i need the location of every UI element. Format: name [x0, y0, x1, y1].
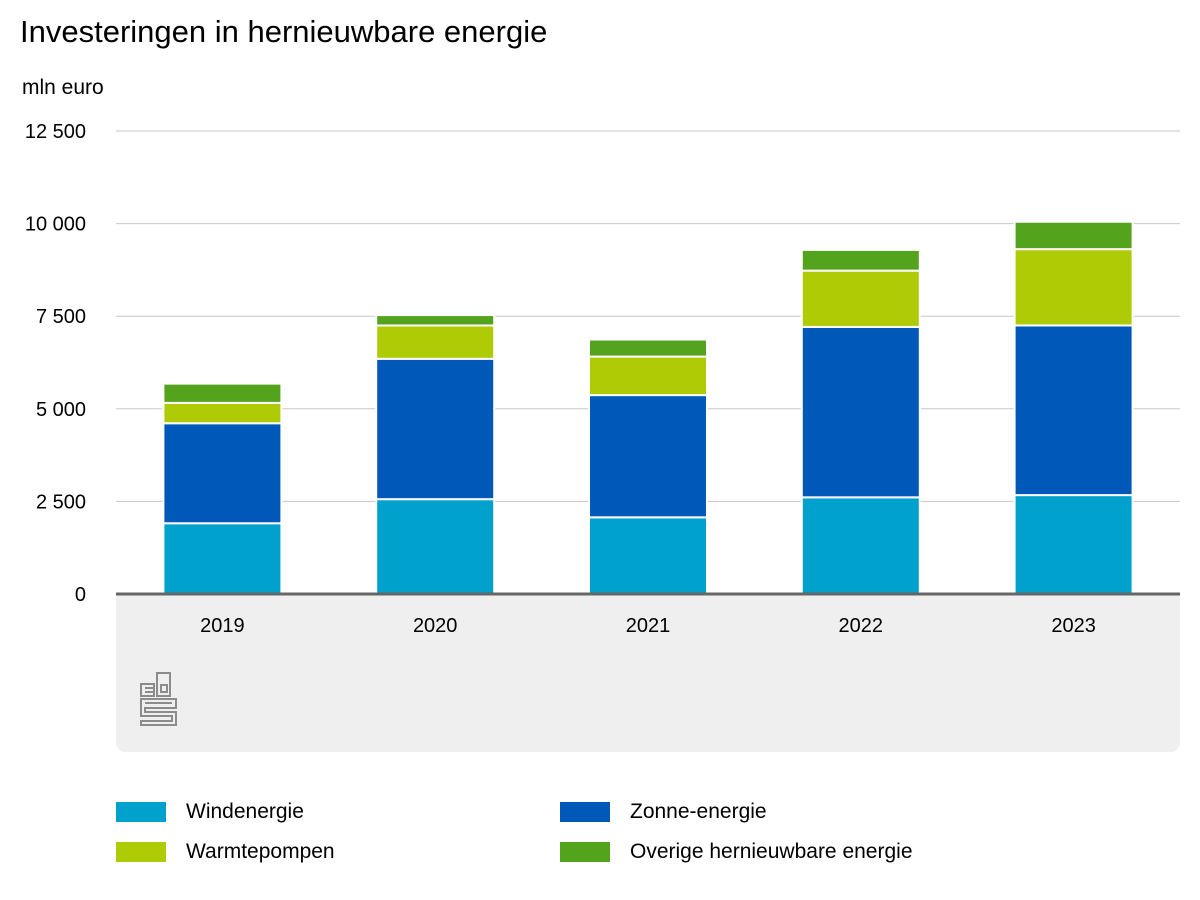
x-tick-labels: 2019 2020 2021 2022 2023 [200, 615, 1096, 637]
legend-label-windenergie: Windenergie [186, 800, 304, 823]
bar-segment-2021-s1 [588, 394, 708, 519]
stacked-bar-chart: 0 2 500 5 000 7 500 10 000 12 500 2019 2020 202… [25, 121, 1180, 752]
x-tick-label: 2022 [839, 615, 884, 637]
bar-segment-2019-s3 [162, 382, 283, 404]
legend: Windenergie Zonne-energie Warmtepompen O… [0, 800, 1200, 880]
bar-segment-2021-s3 [588, 338, 708, 358]
bar-segment-2022-s2 [800, 269, 921, 328]
legend-item-zonne-energie: Zonne-energie [560, 800, 767, 824]
y-axis-label: mln euro [22, 76, 104, 99]
bar-segment-2019-s1 [162, 422, 283, 525]
legend-swatch-overige [560, 842, 610, 862]
y-tick-label: 5 000 [36, 399, 86, 421]
x-axis-panel [116, 594, 1180, 752]
y-tick-label: 12 500 [25, 121, 86, 143]
bar-segment-2021-s0 [588, 516, 708, 596]
legend-label-overige: Overige hernieuwbare energie [630, 840, 913, 863]
y-tick-labels: 0 2 500 5 000 7 500 10 000 12 500 [25, 121, 86, 606]
y-tick-label: 0 [75, 584, 86, 606]
y-tick-label: 10 000 [25, 214, 86, 236]
x-axis-panel-top-fill [116, 594, 1180, 614]
bar-segment-2020-s1 [375, 357, 496, 501]
chart-title: Investeringen in hernieuwbare energie [20, 14, 548, 49]
bar-segment-2020-s0 [375, 498, 496, 596]
legend-label-warmtepompen: Warmtepompen [186, 840, 335, 863]
x-tick-label: 2019 [200, 615, 245, 637]
legend-swatch-warmtepompen [116, 842, 166, 862]
bar-segment-2021-s2 [588, 355, 708, 397]
legend-item-overige: Overige hernieuwbare energie [560, 840, 913, 864]
bar-segment-2020-s3 [375, 314, 496, 327]
bar-segment-2020-s2 [375, 324, 496, 360]
legend-label-zonne-energie: Zonne-energie [630, 800, 767, 823]
x-tick-label: 2021 [626, 615, 671, 637]
x-tick-label: 2020 [413, 615, 458, 637]
x-tick-label: 2023 [1051, 615, 1096, 637]
bars [162, 220, 1134, 596]
cbs-logo [140, 672, 177, 726]
bar-segment-2023-s0 [1013, 494, 1134, 596]
legend-swatch-zonne-energie [560, 802, 610, 822]
bar-segment-2023-s3 [1013, 220, 1134, 251]
legend-swatch-windenergie [116, 802, 166, 822]
bar-segment-2023-s2 [1013, 248, 1134, 327]
y-tick-label: 7 500 [36, 306, 86, 328]
bar-segment-2022-s0 [800, 496, 921, 595]
bar-segment-2022-s3 [800, 248, 921, 272]
bar-segment-2019-s0 [162, 522, 283, 595]
bar-segment-2022-s1 [800, 325, 921, 499]
legend-item-warmtepompen: Warmtepompen [116, 840, 335, 864]
legend-item-windenergie: Windenergie [116, 800, 304, 824]
bar-segment-2023-s1 [1013, 324, 1134, 497]
y-tick-label: 2 500 [36, 491, 86, 513]
bar-segment-2019-s2 [162, 401, 283, 425]
